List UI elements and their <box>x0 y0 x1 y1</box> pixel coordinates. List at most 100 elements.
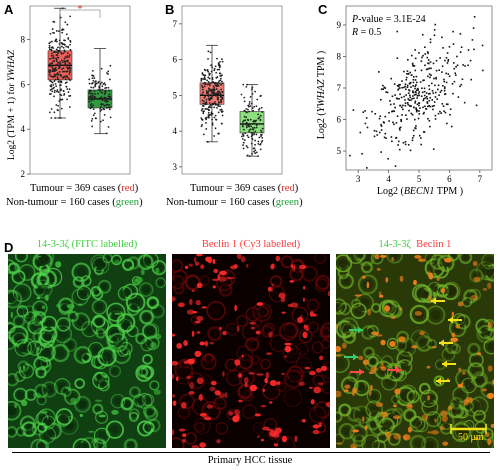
scatter-point <box>440 89 443 92</box>
scatter-point <box>421 87 423 90</box>
data-point <box>50 49 53 52</box>
scatter-point <box>404 85 407 88</box>
data-point <box>57 91 60 93</box>
data-point <box>204 83 207 85</box>
scatter-point <box>405 78 408 81</box>
scatter-point <box>442 105 445 107</box>
data-point <box>59 62 62 65</box>
data-point <box>61 31 64 34</box>
data-point <box>255 124 258 127</box>
data-point <box>94 96 97 98</box>
scatter-point <box>434 23 437 26</box>
scatter-point <box>459 85 461 88</box>
scatter-point <box>442 85 444 87</box>
x-tick-label: 7 <box>478 174 483 184</box>
data-point <box>66 76 69 79</box>
data-point <box>261 111 264 113</box>
scatter-point <box>442 47 444 49</box>
scatter-point <box>406 86 409 89</box>
data-point <box>250 135 253 138</box>
data-point <box>259 114 262 117</box>
scatter-point <box>428 104 430 107</box>
scale-bar-label: 50 μm <box>458 432 484 443</box>
data-point <box>90 99 93 102</box>
scatter-point <box>441 71 443 73</box>
data-point <box>65 33 68 36</box>
data-point <box>213 87 215 89</box>
data-point <box>219 99 222 102</box>
scatter-point <box>400 119 402 121</box>
panel-c-pvalue: P-value = 3.1E-24 <box>351 14 426 25</box>
scatter-point <box>422 106 424 109</box>
scatter-point <box>424 53 427 55</box>
scatter-point <box>443 110 445 113</box>
annotation-arrowhead <box>439 339 444 347</box>
scatter-point <box>417 92 420 95</box>
scatter-point <box>412 65 414 67</box>
scatter-point <box>424 46 426 48</box>
scatter-point <box>435 59 438 62</box>
data-point <box>53 86 55 89</box>
scatter-point <box>415 89 418 92</box>
scatter-point <box>404 140 407 143</box>
scatter-point <box>460 46 463 49</box>
data-point <box>99 106 102 108</box>
data-point <box>63 50 66 53</box>
scatter-point <box>411 137 414 139</box>
y-tick-label: 5 <box>337 146 342 156</box>
scatter-point <box>389 100 391 102</box>
data-point <box>245 108 248 110</box>
scatter-point <box>432 92 435 94</box>
scatter-point <box>400 96 403 99</box>
data-point <box>91 74 93 77</box>
y-tick-label: 4 <box>173 126 178 136</box>
data-point <box>210 64 213 67</box>
scatter-point <box>443 86 446 88</box>
data-point <box>204 69 207 72</box>
data-point <box>58 70 61 73</box>
scatter-point <box>423 90 426 93</box>
scatter-point <box>447 73 450 75</box>
data-point <box>204 74 207 77</box>
data-point <box>55 85 58 88</box>
data-point <box>57 56 60 59</box>
scatter-point <box>460 83 463 86</box>
scatter-point <box>439 110 441 113</box>
data-point <box>242 125 244 128</box>
data-point <box>257 117 260 120</box>
data-point <box>202 112 205 115</box>
data-point <box>104 84 107 86</box>
data-point <box>220 77 222 80</box>
data-point <box>252 109 255 112</box>
data-point <box>51 81 54 84</box>
scatter-point <box>427 68 429 70</box>
data-point <box>61 7 64 10</box>
data-point <box>246 111 248 114</box>
scatter-point <box>414 85 417 88</box>
data-point <box>251 133 254 136</box>
data-point <box>203 85 206 88</box>
data-point <box>246 134 249 137</box>
data-point <box>99 83 102 85</box>
data-point <box>66 55 69 57</box>
scatter-point <box>406 84 409 87</box>
scatter-point <box>416 97 418 99</box>
scatter-point <box>378 117 381 120</box>
data-point <box>202 74 205 76</box>
scatter-point <box>413 97 415 100</box>
data-point <box>103 82 106 85</box>
scatter-point <box>443 87 446 90</box>
data-point <box>62 89 65 92</box>
scatter-point <box>434 114 437 117</box>
data-point <box>107 126 110 128</box>
scatter-point <box>398 83 400 86</box>
panel-d-letter: D <box>4 240 14 255</box>
data-point <box>205 98 208 101</box>
data-point <box>217 64 220 66</box>
data-point <box>200 109 203 112</box>
scatter-point <box>404 143 407 146</box>
data-point <box>209 94 212 96</box>
scatter-point <box>424 105 426 108</box>
scatter-point <box>462 64 464 66</box>
data-point <box>59 46 61 49</box>
